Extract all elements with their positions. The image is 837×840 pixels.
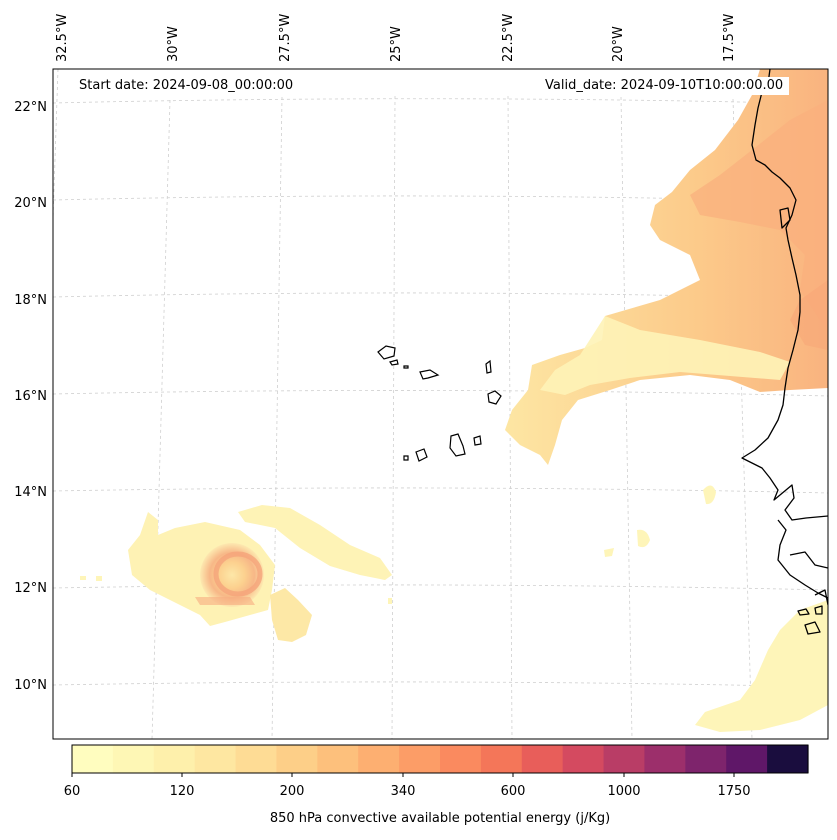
- colorbar-tick-label: 120: [170, 784, 195, 799]
- lon-label: 30°W: [166, 26, 181, 62]
- colorbar-swatch: [276, 745, 318, 773]
- coastline: [777, 519, 828, 599]
- colorbar-swatch: [603, 745, 646, 773]
- lon-label: 32.5°W: [55, 14, 70, 62]
- colorbar-tick-label: 340: [391, 784, 416, 799]
- lat-label: 22°N: [14, 100, 47, 115]
- colorbar-swatch: [153, 745, 196, 773]
- island: [797, 608, 810, 616]
- colorbar-swatch: [399, 745, 441, 773]
- lon-label: 27.5°W: [278, 14, 293, 62]
- island: [377, 345, 396, 360]
- colorbar-tick-label: 200: [280, 784, 305, 799]
- colorbar-tick-label: 1750: [717, 784, 750, 799]
- colorbar-swatch: [685, 745, 727, 773]
- island: [403, 455, 409, 461]
- colorbar-tick-label: 600: [501, 784, 526, 799]
- colorbar-swatch: [521, 745, 564, 773]
- lat-label: 10°N: [14, 678, 47, 693]
- island: [473, 435, 482, 446]
- island: [487, 390, 502, 405]
- cape-spot: [388, 598, 392, 604]
- valid-date-label: Valid_date: 2024-09-10T10:00:00.00: [539, 77, 790, 95]
- lat-label: 14°N: [14, 485, 47, 500]
- colorbar-swatch: [317, 745, 359, 773]
- colorbar-swatch: [235, 745, 278, 773]
- colorbar: [71, 744, 809, 777]
- cape-spot: [637, 529, 650, 548]
- lat-label: 18°N: [14, 293, 47, 308]
- cape-region-streak: [238, 505, 392, 580]
- colorbar-swatch: [480, 745, 523, 773]
- cape-region-southeast: [695, 600, 828, 732]
- colorbar-swatch: [562, 745, 605, 773]
- coastline: [814, 589, 828, 606]
- lat-label: 20°N: [14, 196, 47, 211]
- lon-label: 25°W: [389, 26, 404, 62]
- lat-label: 16°N: [14, 389, 47, 404]
- lat-label: 12°N: [14, 581, 47, 596]
- cape-spot: [96, 576, 102, 581]
- island: [779, 207, 791, 229]
- start-date-label: Start date: 2024-09-08_00:00:00: [73, 77, 300, 95]
- island: [814, 605, 823, 615]
- coastline: [789, 551, 828, 569]
- island: [449, 433, 466, 457]
- island: [485, 359, 492, 374]
- island: [419, 369, 440, 380]
- lon-label: 22.5°W: [501, 14, 516, 62]
- island: [415, 448, 428, 462]
- colorbar-swatch: [767, 745, 809, 773]
- lon-labels: 32.5°W 30°W 27.5°W 25°W 22.5°W 20°W 17.5…: [55, 14, 737, 62]
- cape-field: [80, 69, 828, 732]
- map-content: [53, 69, 828, 739]
- cape-region-northeast-core: [690, 100, 828, 330]
- cape-region-northeast-inner: [790, 280, 828, 350]
- cape-region-northeast-pale: [540, 316, 790, 395]
- cape-spot: [703, 485, 716, 505]
- cape-spot: [80, 576, 86, 580]
- island: [804, 621, 821, 635]
- island: [403, 365, 409, 369]
- cape-storm-band: [195, 597, 255, 605]
- cape-storm-ring: [213, 551, 263, 597]
- lat-labels: 22°N 20°N 18°N 16°N 14°N 12°N 10°N: [14, 100, 47, 693]
- colorbar-label: 850 hPa convective available potential e…: [270, 811, 610, 826]
- graticule: [53, 69, 828, 739]
- cape-region-streak-south: [270, 588, 312, 642]
- cape-verde-islands: [377, 345, 502, 462]
- colorbar-swatch: [194, 745, 237, 773]
- cape-spot: [604, 548, 614, 557]
- colorbar-swatch: [112, 745, 155, 773]
- colorbar-swatch: [726, 745, 768, 773]
- map-frame: [52, 68, 829, 740]
- lon-label: 20°W: [611, 26, 626, 62]
- coastline: [741, 69, 828, 521]
- colorbar-border: [71, 744, 809, 774]
- colorbar-swatch: [358, 745, 400, 773]
- colorbar-tick-label: 60: [64, 784, 81, 799]
- island: [389, 359, 399, 366]
- lon-label: 17.5°W: [722, 14, 737, 62]
- colorbar-swatch: [72, 745, 114, 773]
- colorbar-tick-label: 1000: [607, 784, 640, 799]
- african-coastline: [741, 69, 828, 635]
- colorbar-swatch: [440, 745, 482, 773]
- colorbar-ticks: 60 120 200 340 600 1000 1750: [64, 784, 751, 799]
- colorbar-swatch: [644, 745, 686, 773]
